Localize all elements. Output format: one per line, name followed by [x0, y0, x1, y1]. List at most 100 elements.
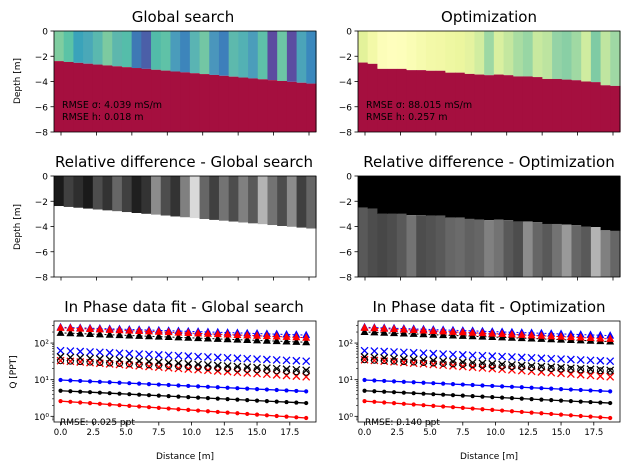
axes-frame [53, 320, 317, 423]
data-point [176, 394, 181, 399]
data-point [66, 328, 75, 337]
upper-diff-cell [180, 176, 191, 218]
data-point [78, 400, 83, 405]
data-point [174, 332, 183, 341]
data-point [274, 413, 279, 419]
data-point [294, 415, 299, 420]
panel-title: In Phase data fit - Global search [64, 298, 304, 316]
lower-diff-cell [248, 223, 259, 277]
lower-layer-cell [83, 63, 94, 132]
data-point [117, 403, 122, 408]
data-point [176, 383, 181, 388]
data-point [213, 329, 222, 338]
panel-title: In Phase data fit - Optimization [372, 298, 605, 316]
upper-diff-cell [474, 176, 485, 220]
data-point [441, 381, 446, 386]
data-point [576, 355, 585, 364]
data-point [488, 352, 497, 361]
data-point [500, 408, 505, 413]
lower-diff-cell [170, 216, 181, 277]
data-point [390, 357, 398, 365]
data-point [107, 380, 112, 385]
data-point [144, 331, 153, 340]
lower-diff-cell [112, 211, 123, 277]
data-point [194, 328, 203, 337]
upper-layer-cell [267, 31, 278, 81]
data-point [272, 364, 281, 373]
lower-layer-cell [396, 68, 408, 132]
panel-inphase-fit-optimization: In Phase data fit - Optimization 10⁰10¹1… [338, 298, 621, 462]
data-point [164, 332, 173, 340]
y-tick-label: −2 [35, 198, 48, 208]
lower-layer-cell [160, 70, 172, 132]
upper-layer-cell [445, 31, 456, 73]
lower-layer-cell [228, 76, 239, 132]
data-point [500, 384, 505, 389]
y-tick-label: −2 [35, 53, 48, 63]
upper-diff-cell [358, 176, 369, 208]
data-point [360, 346, 369, 355]
upper-layer-cell [83, 31, 94, 64]
data-point [370, 327, 379, 336]
upper-diff-cell [73, 176, 84, 208]
data-point [144, 326, 153, 335]
upper-layer-cell [406, 31, 417, 71]
data-point [264, 413, 269, 418]
x-tick-label: 7.5 [152, 428, 166, 438]
data-point [507, 353, 516, 361]
data-point [449, 360, 457, 368]
upper-diff-cell [170, 176, 181, 217]
data-point [429, 359, 437, 367]
data-point [76, 329, 85, 337]
upper-diff-cell [141, 176, 152, 214]
data-point [235, 386, 240, 391]
data-point [68, 389, 73, 394]
lower-diff-cell [435, 215, 446, 277]
data-point [127, 381, 132, 386]
upper-layer-cell [180, 31, 191, 73]
upper-diff-cell [121, 176, 133, 213]
data-point [380, 324, 389, 332]
rmse-h-annotation: RMSE h: 0.257 m [366, 112, 448, 123]
data-point [598, 400, 603, 405]
lower-diff-cell [218, 220, 230, 277]
lower-diff-cell [131, 213, 142, 277]
lower-diff-cell [63, 206, 75, 277]
data-point [107, 391, 112, 396]
lower-diff-cell [228, 221, 239, 277]
data-point [382, 400, 387, 405]
data-point [608, 415, 613, 421]
upper-layer-cell [170, 31, 181, 72]
data-point [127, 392, 132, 397]
data-point [608, 400, 613, 406]
data-point [68, 399, 73, 404]
x-tick-label: 10.0 [182, 428, 201, 438]
data-point [56, 346, 65, 355]
data-point [372, 399, 377, 404]
data-point [529, 397, 534, 402]
lower-diff-cell [406, 215, 417, 277]
upper-diff-cell [306, 176, 317, 229]
upper-diff-cell [552, 176, 563, 224]
data-point [566, 355, 575, 364]
data-point [215, 385, 220, 390]
data-point [410, 358, 418, 366]
lower-diff-cell [503, 220, 514, 277]
data-point [58, 388, 63, 393]
data-point [460, 382, 465, 387]
data-point [56, 328, 65, 336]
data-point [115, 330, 124, 339]
data-point [137, 381, 142, 386]
data-point [254, 412, 260, 417]
data-point [500, 395, 505, 400]
upper-diff-cell [83, 176, 94, 209]
data-point [125, 349, 134, 358]
data-point [233, 354, 242, 363]
lower-diff-cell [199, 219, 210, 277]
data-point [204, 364, 212, 372]
data-point [292, 337, 301, 345]
fit-line [60, 379, 307, 393]
lower-layer-cell [306, 83, 317, 132]
data-point [429, 360, 438, 369]
